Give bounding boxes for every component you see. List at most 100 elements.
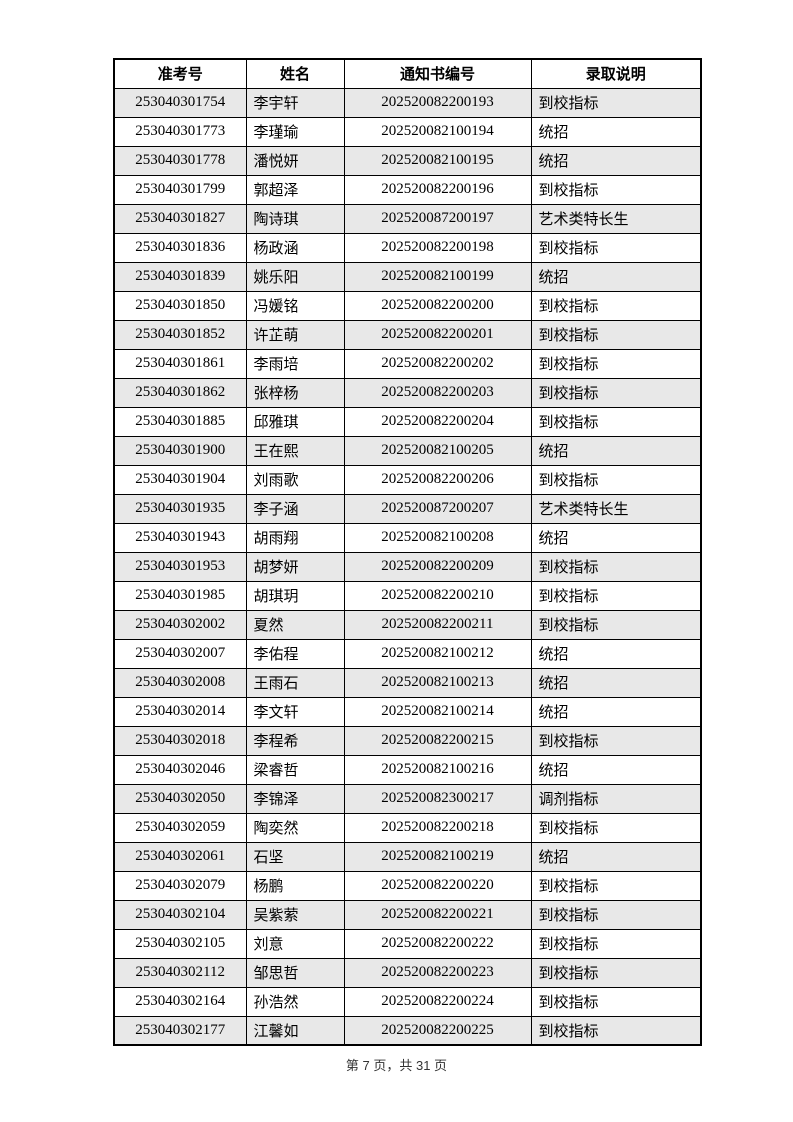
notice-number-cell: 202520082200198: [343, 232, 532, 263]
admission-type-cell: 艺术类特长生: [530, 493, 702, 524]
admission-type-cell: 到校指标: [530, 377, 702, 408]
admission-type-cell: 到校指标: [530, 174, 702, 205]
notice-number-cell: 202520082200204: [343, 406, 532, 437]
name-cell: 杨鹏: [245, 870, 345, 901]
notice-number-cell: 202520082200222: [343, 928, 532, 959]
exam-number-cell: 253040302177: [113, 1015, 247, 1046]
header-admission-type: 录取说明: [530, 58, 702, 89]
exam-number-cell: 253040302008: [113, 667, 247, 698]
admission-type-cell: 到校指标: [530, 580, 702, 611]
name-cell: 夏然: [245, 609, 345, 640]
table-row: 253040301862 张梓杨 202520082200203 到校指标: [113, 377, 702, 408]
exam-number-cell: 253040302002: [113, 609, 247, 640]
exam-number-cell: 253040302050: [113, 783, 247, 814]
admission-type-cell: 到校指标: [530, 464, 702, 495]
name-cell: 冯媛铭: [245, 290, 345, 321]
header-name: 姓名: [245, 58, 345, 89]
admission-type-cell: 统招: [530, 841, 702, 872]
notice-number-cell: 202520082100219: [343, 841, 532, 872]
exam-number-cell: 253040301985: [113, 580, 247, 611]
header-notice-number: 通知书编号: [343, 58, 532, 89]
notice-number-cell: 202520082100213: [343, 667, 532, 698]
admission-type-cell: 到校指标: [530, 406, 702, 437]
exam-number-cell: 253040301850: [113, 290, 247, 321]
table-row: 253040301836 杨政涵 202520082200198 到校指标: [113, 232, 702, 263]
table-row: 253040302002 夏然 202520082200211 到校指标: [113, 609, 702, 640]
notice-number-cell: 202520082100199: [343, 261, 532, 292]
name-cell: 梁睿哲: [245, 754, 345, 785]
admission-type-cell: 到校指标: [530, 928, 702, 959]
name-cell: 李程希: [245, 725, 345, 756]
name-cell: 李子涵: [245, 493, 345, 524]
admission-type-cell: 到校指标: [530, 232, 702, 263]
notice-number-cell: 202520082100212: [343, 638, 532, 669]
exam-number-cell: 253040302164: [113, 986, 247, 1017]
admission-type-cell: 到校指标: [530, 609, 702, 640]
name-cell: 李文轩: [245, 696, 345, 727]
admission-type-cell: 到校指标: [530, 87, 702, 118]
name-cell: 石坚: [245, 841, 345, 872]
table-row: 253040302105 刘意 202520082200222 到校指标: [113, 928, 702, 959]
admission-type-cell: 统招: [530, 638, 702, 669]
admission-type-cell: 到校指标: [530, 290, 702, 321]
admission-type-cell: 统招: [530, 667, 702, 698]
exam-number-cell: 253040301773: [113, 116, 247, 147]
table-row: 253040301885 邱雅琪 202520082200204 到校指标: [113, 406, 702, 437]
name-cell: 许芷萌: [245, 319, 345, 350]
name-cell: 张梓杨: [245, 377, 345, 408]
name-cell: 王在熙: [245, 435, 345, 466]
table-row: 253040302014 李文轩 202520082100214 统招: [113, 696, 702, 727]
notice-number-cell: 202520082200196: [343, 174, 532, 205]
table-row: 253040301754 李宇轩 202520082200193 到校指标: [113, 87, 702, 118]
name-cell: 江馨如: [245, 1015, 345, 1046]
admission-type-cell: 统招: [530, 435, 702, 466]
exam-number-cell: 253040301852: [113, 319, 247, 350]
admission-type-cell: 到校指标: [530, 812, 702, 843]
notice-number-cell: 202520082200218: [343, 812, 532, 843]
table-row: 253040301850 冯媛铭 202520082200200 到校指标: [113, 290, 702, 321]
name-cell: 李瑾瑜: [245, 116, 345, 147]
admission-type-cell: 到校指标: [530, 1015, 702, 1046]
name-cell: 李雨培: [245, 348, 345, 379]
exam-number-cell: 253040302018: [113, 725, 247, 756]
notice-number-cell: 202520082100194: [343, 116, 532, 147]
exam-number-cell: 253040301836: [113, 232, 247, 263]
exam-number-cell: 253040301861: [113, 348, 247, 379]
notice-number-cell: 202520087200197: [343, 203, 532, 234]
admission-type-cell: 到校指标: [530, 899, 702, 930]
name-cell: 杨政涵: [245, 232, 345, 263]
notice-number-cell: 202520082100195: [343, 145, 532, 176]
name-cell: 陶诗琪: [245, 203, 345, 234]
exam-number-cell: 253040301839: [113, 261, 247, 292]
admission-type-cell: 统招: [530, 116, 702, 147]
table-row: 253040302177 江馨如 202520082200225 到校指标: [113, 1015, 702, 1046]
name-cell: 胡雨翔: [245, 522, 345, 553]
table-row: 253040302164 孙浩然 202520082200224 到校指标: [113, 986, 702, 1017]
admission-type-cell: 调剂指标: [530, 783, 702, 814]
table-row: 253040301852 许芷萌 202520082200201 到校指标: [113, 319, 702, 350]
table-row: 253040301935 李子涵 202520087200207 艺术类特长生: [113, 493, 702, 524]
notice-number-cell: 202520082200211: [343, 609, 532, 640]
admission-type-cell: 到校指标: [530, 986, 702, 1017]
table-row: 253040301943 胡雨翔 202520082100208 统招: [113, 522, 702, 553]
table-row: 253040301953 胡梦妍 202520082200209 到校指标: [113, 551, 702, 582]
table-row: 253040301861 李雨培 202520082200202 到校指标: [113, 348, 702, 379]
exam-number-cell: 253040301862: [113, 377, 247, 408]
table-header-row: 准考号 姓名 通知书编号 录取说明: [113, 58, 702, 89]
name-cell: 李佑程: [245, 638, 345, 669]
admission-type-cell: 统招: [530, 145, 702, 176]
name-cell: 陶奕然: [245, 812, 345, 843]
name-cell: 孙浩然: [245, 986, 345, 1017]
notice-number-cell: 202520082200210: [343, 580, 532, 611]
exam-number-cell: 253040302061: [113, 841, 247, 872]
exam-number-cell: 253040301953: [113, 551, 247, 582]
notice-number-cell: 202520087200207: [343, 493, 532, 524]
name-cell: 吴紫萦: [245, 899, 345, 930]
notice-number-cell: 202520082200202: [343, 348, 532, 379]
notice-number-cell: 202520082200200: [343, 290, 532, 321]
notice-number-cell: 202520082200225: [343, 1015, 532, 1046]
name-cell: 邱雅琪: [245, 406, 345, 437]
admission-type-cell: 统招: [530, 754, 702, 785]
exam-number-cell: 253040301900: [113, 435, 247, 466]
